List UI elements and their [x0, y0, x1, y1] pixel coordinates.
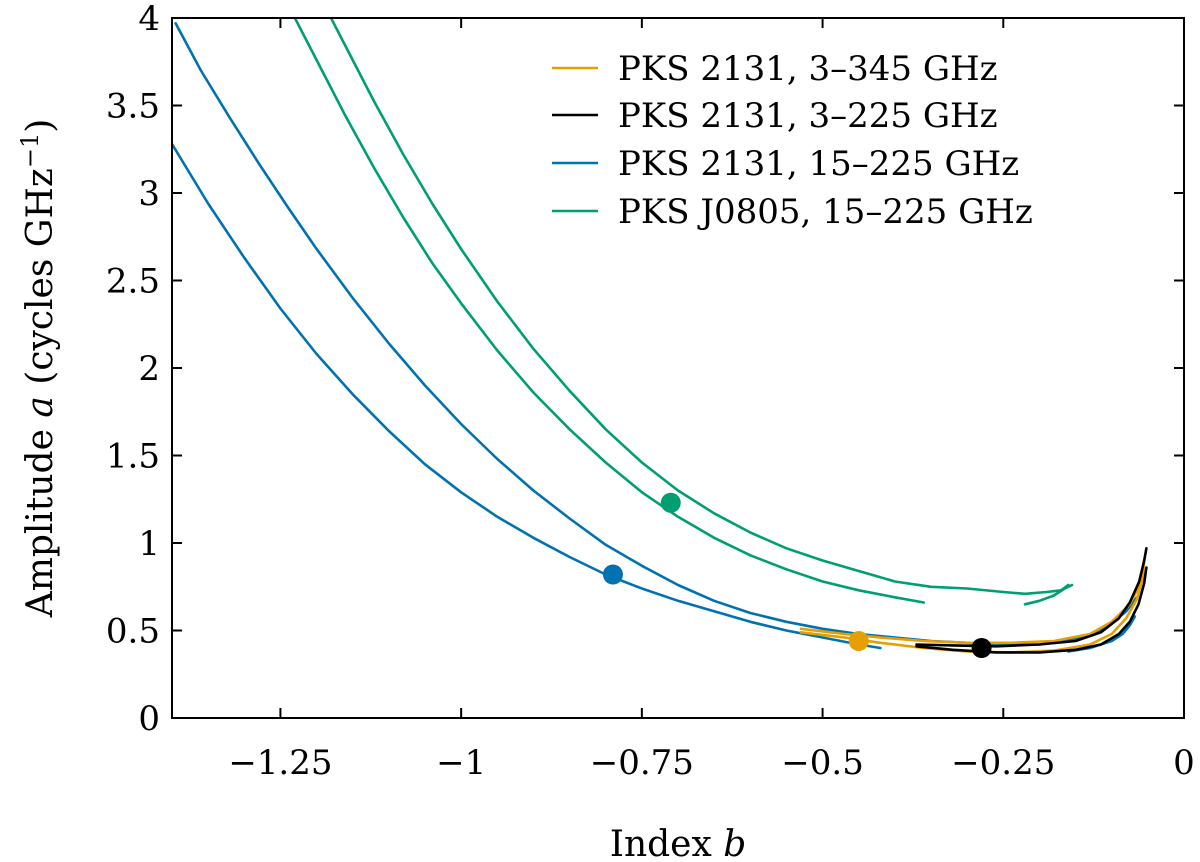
- y-tick-label: 4: [138, 0, 160, 39]
- contour-series-2-1: [172, 142, 882, 650]
- best-fit-point-0: [848, 631, 869, 651]
- y-tick-label: 3.5: [106, 87, 160, 127]
- x-axis-title: Index b: [610, 824, 747, 862]
- best-fit-point-1: [971, 638, 992, 658]
- x-tick-label: −0.25: [951, 743, 1055, 783]
- x-tick-label: 0: [1173, 743, 1195, 783]
- contour-series-0-0: [799, 559, 1146, 645]
- y-tick-label: 1.5: [106, 437, 160, 477]
- legend-label-1: PKS 2131, 3–225 GHz: [618, 96, 998, 136]
- best-fit-points: [602, 492, 992, 658]
- tick-labels: −1.25 −1 −0.75 −0.5 −0.25 0 0 0.5 1 1.5 2 2.5 3 3.5 4: [106, 0, 1195, 783]
- best-fit-point-2: [602, 564, 623, 585]
- y-tick-label: 3: [138, 174, 160, 214]
- y-tick-label: 0.5: [106, 612, 160, 652]
- legend-label-0: PKS 2131, 3–345 GHz: [618, 49, 998, 89]
- x-tick-label: −1: [436, 743, 486, 783]
- y-tick-label: 0: [138, 699, 160, 739]
- y-axis-title: Amplitude a (cycles GHz−1): [16, 119, 61, 619]
- legend: PKS 2131, 3–345 GHz PKS 2131, 3–225 GHz …: [552, 49, 1033, 232]
- legend-label-2: PKS 2131, 15–225 GHz: [618, 144, 1019, 184]
- contour-series-3-1: [293, 18, 926, 604]
- axis-ticks: [172, 17, 1185, 719]
- contour-series-3-0: [329, 18, 1070, 596]
- y-tick-label: 2.5: [106, 262, 160, 302]
- x-tick-label: −0.5: [781, 743, 864, 783]
- contour-series-3-2: [1023, 583, 1074, 606]
- series-layer: [172, 18, 1148, 654]
- contour-series-1-0: [915, 546, 1148, 648]
- legend-label-3: PKS J0805, 15–225 GHz: [618, 192, 1033, 232]
- best-fit-point-3: [660, 492, 681, 513]
- x-tick-label: −0.75: [590, 743, 694, 783]
- x-tick-label: −1.25: [228, 743, 332, 783]
- y-tick-label: 2: [138, 349, 160, 389]
- y-tick-label: 1: [138, 524, 160, 564]
